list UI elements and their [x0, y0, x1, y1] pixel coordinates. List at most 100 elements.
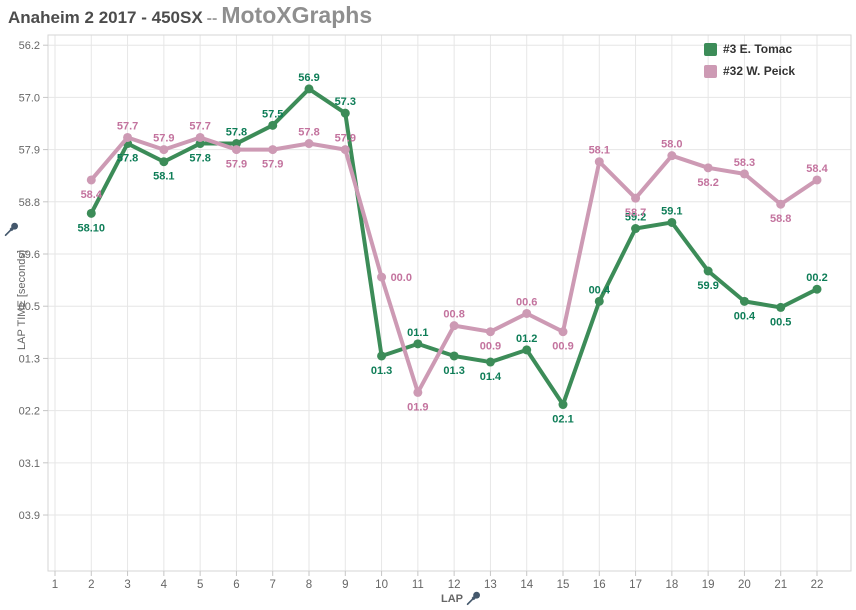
data-point-peick[interactable] [558, 327, 568, 337]
data-point-label: 57.8 [298, 127, 319, 139]
data-point-tomac[interactable] [594, 296, 604, 306]
y-tick-label: 57.0 [19, 92, 40, 104]
data-point-label: 01.1 [407, 327, 428, 339]
pin-icon[interactable] [4, 222, 18, 237]
y-tick-label: 59.6 [19, 249, 40, 261]
data-point-label: 59.1 [661, 205, 682, 217]
data-point-label: 00.9 [552, 341, 573, 353]
y-tick-label: 02.2 [19, 406, 40, 418]
data-point-peick[interactable] [812, 175, 822, 185]
data-point-tomac[interactable] [485, 357, 495, 367]
x-tick-label: 1 [52, 579, 58, 591]
x-tick-label: 14 [520, 579, 533, 591]
x-tick-label: 7 [270, 579, 276, 591]
data-point-label: 57.8 [226, 127, 247, 139]
data-point-label: 58.7 [625, 207, 646, 219]
data-point-tomac[interactable] [340, 108, 350, 118]
data-point-peick[interactable] [231, 145, 241, 155]
data-point-tomac[interactable] [159, 157, 169, 167]
data-point-label: 01.9 [407, 401, 428, 413]
data-point-peick[interactable] [268, 145, 278, 155]
data-point-peick[interactable] [123, 132, 133, 142]
data-point-label: 57.9 [226, 159, 247, 171]
x-tick-label: 8 [306, 579, 312, 591]
data-point-label: 00.4 [589, 284, 611, 296]
data-point-peick[interactable] [377, 272, 387, 282]
legend-label-peick: #32 W. Peick [723, 64, 796, 78]
data-point-tomac[interactable] [739, 296, 749, 306]
data-point-peick[interactable] [340, 145, 350, 155]
data-point-tomac[interactable] [86, 208, 96, 218]
data-point-label: 01.4 [480, 371, 502, 383]
data-point-tomac[interactable] [377, 351, 387, 361]
x-tick-label: 2 [88, 579, 94, 591]
data-point-peick[interactable] [703, 163, 713, 173]
data-point-peick[interactable] [739, 169, 749, 179]
x-tick-label: 21 [774, 579, 787, 591]
data-point-tomac[interactable] [703, 266, 713, 276]
data-point-label: 57.8 [117, 153, 138, 165]
data-point-peick[interactable] [776, 199, 786, 209]
data-point-label: 59.9 [697, 280, 718, 292]
x-tick-label: 22 [811, 579, 824, 591]
page-title: Anaheim 2 2017 - 450SX -- MotoXGraphs [8, 2, 372, 29]
data-point-label: 00.5 [770, 316, 791, 328]
y-tick-label: 03.9 [19, 510, 40, 522]
x-tick-label: 5 [197, 579, 203, 591]
data-point-peick[interactable] [594, 157, 604, 167]
x-tick-label: 19 [702, 579, 715, 591]
data-point-tomac[interactable] [667, 217, 677, 227]
data-point-label: 01.3 [371, 365, 392, 377]
data-point-peick[interactable] [159, 145, 169, 155]
data-point-tomac[interactable] [776, 302, 786, 312]
data-point-peick[interactable] [631, 193, 641, 203]
x-tick-label: 13 [484, 579, 497, 591]
x-tick-label: 10 [375, 579, 388, 591]
x-tick-label: 4 [161, 579, 168, 591]
data-point-label: 58.8 [770, 213, 791, 225]
plot-border [47, 34, 852, 572]
y-tick-label: 56.2 [19, 40, 40, 52]
data-point-tomac[interactable] [522, 345, 532, 355]
legend-label-tomac: #3 E. Tomac [723, 42, 793, 56]
x-axis-title: LAP [441, 593, 463, 605]
data-point-label: 01.3 [443, 365, 464, 377]
data-point-label: 57.3 [335, 96, 356, 108]
data-point-label: 58.4 [806, 163, 828, 175]
data-point-tomac[interactable] [449, 351, 459, 361]
series-swatch-tomac [704, 42, 717, 56]
data-point-peick[interactable] [485, 327, 495, 337]
x-tick-label: 3 [124, 579, 130, 591]
pin-icon-part [11, 222, 18, 230]
data-point-peick[interactable] [195, 132, 205, 142]
data-point-label: 57.8 [189, 153, 210, 165]
data-point-label: 57.7 [189, 120, 210, 132]
data-point-label: 57.9 [335, 133, 356, 145]
data-point-label: 01.2 [516, 333, 537, 345]
legend-item-tomac[interactable]: #3 E. Tomac [704, 38, 795, 60]
data-point-peick[interactable] [413, 387, 423, 397]
x-tick-label: 16 [593, 579, 606, 591]
legend-item-peick[interactable]: #32 W. Peick [704, 60, 795, 82]
data-point-label: 57.9 [153, 133, 174, 145]
data-point-label: 00.0 [391, 272, 412, 284]
data-point-tomac[interactable] [413, 339, 423, 349]
data-point-label: 00.2 [806, 272, 827, 284]
data-point-tomac[interactable] [631, 224, 641, 234]
data-point-peick[interactable] [449, 321, 459, 331]
data-point-peick[interactable] [86, 175, 96, 185]
data-point-label: 57.9 [262, 159, 283, 171]
y-tick-label: 00.5 [19, 301, 40, 313]
data-point-tomac[interactable] [812, 284, 822, 294]
y-tick-label: 58.8 [19, 197, 40, 209]
chart-title-main: Anaheim 2 2017 - 450SX [8, 8, 203, 27]
data-point-tomac[interactable] [304, 84, 314, 94]
data-point-tomac[interactable] [558, 400, 568, 410]
pin-icon[interactable] [466, 591, 480, 606]
data-point-peick[interactable] [667, 151, 677, 161]
y-tick-label: 03.1 [19, 458, 40, 470]
data-point-tomac[interactable] [268, 120, 278, 130]
data-point-peick[interactable] [522, 308, 532, 318]
data-point-label: 57.7 [117, 120, 138, 132]
data-point-peick[interactable] [304, 139, 314, 149]
